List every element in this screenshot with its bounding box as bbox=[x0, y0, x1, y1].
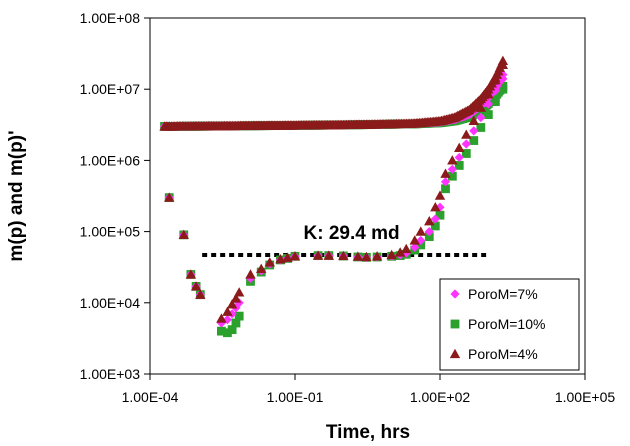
derivative-point bbox=[223, 328, 232, 338]
data-points bbox=[159, 55, 509, 338]
derivative-point bbox=[245, 269, 256, 279]
x-axis-title: Time, hrs bbox=[326, 422, 410, 443]
derivative-point bbox=[231, 318, 241, 328]
legend-label: PoroM=4% bbox=[468, 346, 538, 362]
derivative-point bbox=[490, 97, 500, 106]
derivative-point bbox=[234, 311, 244, 321]
derivative-point bbox=[469, 136, 479, 145]
x-tick-label: 1.00E-01 bbox=[267, 389, 324, 405]
y-tick-label: 1.00E+04 bbox=[80, 295, 141, 311]
y-tick-label: 1.00E+05 bbox=[80, 224, 141, 240]
derivative-point bbox=[338, 250, 349, 261]
derivative-point bbox=[352, 251, 364, 261]
derivative-point bbox=[323, 250, 334, 260]
derivative-point bbox=[447, 164, 457, 174]
derivative-point bbox=[216, 326, 226, 336]
annotation-label: K: 29.4 md bbox=[304, 223, 400, 244]
series-triangle bbox=[159, 55, 509, 323]
legend: PoroM=7% PoroM=10% PoroM=4% bbox=[439, 278, 580, 371]
derivative-point bbox=[230, 293, 242, 303]
derivative-point bbox=[195, 289, 206, 299]
derivative-point bbox=[394, 247, 406, 257]
derivative-point bbox=[178, 229, 189, 240]
derivative-point bbox=[454, 142, 465, 153]
axis-ticks bbox=[144, 17, 586, 380]
legend-marker-diamond bbox=[450, 289, 460, 299]
derivative-point bbox=[483, 89, 494, 99]
derivative-point bbox=[461, 149, 471, 158]
x-tick-label: 1.00E+05 bbox=[555, 389, 616, 405]
derivative-point bbox=[264, 257, 275, 267]
derivative-point bbox=[371, 251, 383, 261]
derivative-point bbox=[483, 99, 493, 109]
derivative-point bbox=[461, 139, 471, 149]
derivative-point bbox=[424, 215, 435, 226]
derivative-point bbox=[476, 123, 486, 132]
derivative-point bbox=[164, 192, 175, 202]
legend-marker-triangle bbox=[449, 348, 461, 359]
derivative-point bbox=[430, 221, 440, 231]
derivative-point bbox=[483, 110, 493, 119]
y-tick-label: 1.00E+07 bbox=[80, 81, 141, 97]
legend-marker-square bbox=[450, 319, 460, 329]
derivative-point bbox=[233, 287, 245, 297]
axis-tick-labels: 1.00E-04 1.00E-01 1.00E+02 1.00E+05 1.00E+03… bbox=[80, 10, 616, 405]
derivative-point bbox=[415, 226, 426, 236]
y-tick-label: 1.00E+08 bbox=[80, 10, 141, 26]
derivative-point bbox=[461, 129, 472, 139]
derivative-point bbox=[497, 59, 509, 69]
derivative-point bbox=[226, 299, 238, 309]
derivative-point bbox=[282, 252, 293, 262]
derivative-point bbox=[440, 177, 451, 187]
y-tick-label: 1.00E+06 bbox=[80, 152, 141, 168]
derivative-point bbox=[490, 74, 501, 85]
derivative-point bbox=[430, 214, 440, 224]
derivative-point bbox=[441, 184, 450, 194]
derivative-point bbox=[476, 112, 486, 123]
derivative-point bbox=[469, 126, 479, 136]
derivative-point bbox=[216, 313, 227, 323]
derivative-point bbox=[289, 251, 301, 261]
derivative-point bbox=[401, 243, 412, 254]
derivative-point bbox=[227, 325, 237, 335]
derivative-point bbox=[424, 232, 434, 242]
legend-label: PoroM=7% bbox=[468, 286, 538, 302]
derivative-point bbox=[454, 161, 464, 170]
derivative-point bbox=[434, 190, 446, 200]
derivative-point bbox=[435, 210, 445, 220]
derivative-point bbox=[424, 227, 434, 237]
derivative-point bbox=[312, 250, 324, 260]
y-axis-title: m(p) and m(p)' bbox=[6, 130, 27, 261]
derivative-point bbox=[185, 269, 197, 279]
x-tick-label: 1.00E+02 bbox=[410, 389, 471, 405]
derivative-point bbox=[468, 115, 479, 125]
derivative-point bbox=[222, 306, 233, 316]
derivative-point bbox=[409, 235, 420, 245]
derivative-point bbox=[430, 202, 441, 212]
annotation: K: 29.4 md bbox=[202, 223, 487, 257]
derivative-point bbox=[498, 84, 508, 94]
derivative-point bbox=[447, 171, 457, 181]
derivative-point bbox=[447, 155, 458, 165]
derivative-point bbox=[410, 242, 420, 252]
x-tick-label: 1.00E-04 bbox=[122, 389, 179, 405]
y-tick-label: 1.00E+03 bbox=[80, 366, 141, 382]
legend-box bbox=[439, 278, 580, 371]
derivative-point bbox=[386, 249, 397, 260]
derivative-point bbox=[475, 102, 487, 112]
derivative-point bbox=[361, 251, 372, 262]
derivative-point bbox=[440, 168, 451, 178]
derivative-point bbox=[256, 263, 267, 273]
derivative-point bbox=[190, 281, 202, 291]
legend-label: PoroM=10% bbox=[468, 316, 545, 332]
derivative-point bbox=[454, 152, 464, 163]
